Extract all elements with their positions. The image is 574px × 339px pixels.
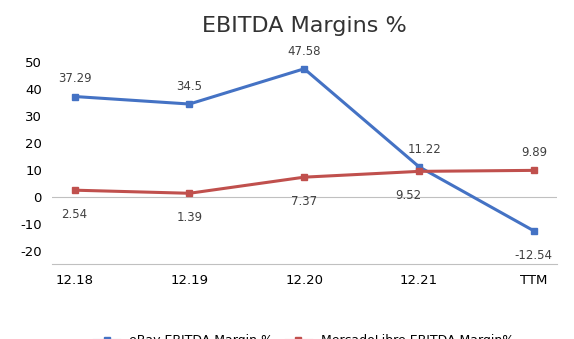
MercadoLibre EBITDA Margin%: [416, 170, 422, 174]
eBay EBITDA Margin %: [416, 165, 422, 169]
Text: 7.37: 7.37: [291, 195, 317, 208]
Text: 2.54: 2.54: [61, 208, 88, 221]
Text: 9.52: 9.52: [395, 190, 421, 202]
MercadoLibre EBITDA Margin%: [71, 188, 78, 192]
Text: 34.5: 34.5: [176, 80, 203, 93]
Legend: eBay EBITDA Margin %, MercadoLibre EBITDA Margin%: eBay EBITDA Margin %, MercadoLibre EBITD…: [90, 329, 519, 339]
MercadoLibre EBITDA Margin%: [301, 175, 308, 179]
Line: MercadoLibre EBITDA Margin%: MercadoLibre EBITDA Margin%: [72, 167, 537, 196]
eBay EBITDA Margin %: [530, 229, 537, 233]
Text: 47.58: 47.58: [288, 45, 321, 58]
Title: EBITDA Margins %: EBITDA Margins %: [202, 16, 406, 36]
eBay EBITDA Margin %: [186, 102, 193, 106]
MercadoLibre EBITDA Margin%: [530, 168, 537, 173]
MercadoLibre EBITDA Margin%: [186, 191, 193, 195]
Text: 37.29: 37.29: [58, 73, 91, 85]
Text: 9.89: 9.89: [521, 146, 547, 159]
Text: 1.39: 1.39: [176, 211, 203, 224]
Text: 11.22: 11.22: [408, 143, 441, 156]
eBay EBITDA Margin %: [71, 95, 78, 99]
Line: eBay EBITDA Margin %: eBay EBITDA Margin %: [72, 66, 537, 234]
eBay EBITDA Margin %: [301, 67, 308, 71]
Text: -12.54: -12.54: [515, 249, 553, 262]
